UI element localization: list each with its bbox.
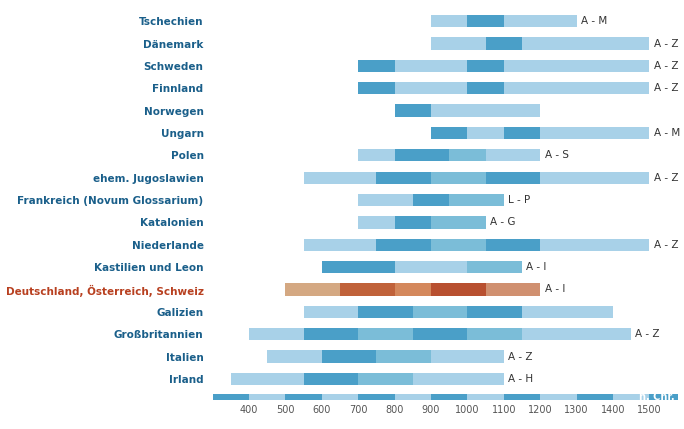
Text: A - Z: A - Z [654,240,679,250]
Text: A - S: A - S [544,150,568,160]
Bar [431,239,486,251]
Bar [358,373,412,385]
Bar [304,172,376,184]
Bar [376,350,431,363]
Bar [431,127,467,139]
Text: A - G: A - G [490,218,516,227]
Bar [486,149,540,161]
Bar [467,328,522,340]
Text: n. Chr.: n. Chr. [639,392,675,402]
Bar [376,239,431,251]
Text: A - Z: A - Z [654,61,679,71]
Bar [358,149,395,161]
Bar [395,60,467,72]
Bar [522,306,613,318]
Bar [304,373,358,385]
Bar [431,283,486,296]
Bar [431,350,503,363]
Bar [522,37,649,50]
Bar [431,394,467,400]
Bar [486,283,540,296]
Bar [431,105,486,117]
Bar [486,172,540,184]
Bar [395,216,431,229]
Bar [285,283,340,296]
Bar [412,194,449,206]
Bar [503,394,540,400]
Bar [304,328,358,340]
Bar [395,394,431,400]
Bar [540,239,649,251]
Bar [431,172,486,184]
Bar [412,306,467,318]
Bar [304,239,376,251]
Bar [321,350,376,363]
Bar [467,82,503,94]
Text: A - Z: A - Z [654,83,679,93]
Bar [431,37,486,50]
Bar [412,373,503,385]
Bar [467,261,522,273]
Text: A - Z: A - Z [654,39,679,48]
Bar [340,283,395,296]
Bar [358,216,395,229]
Bar [503,82,649,94]
Bar [486,239,540,251]
Bar [467,15,503,27]
Bar [467,394,503,400]
Bar [358,60,395,72]
Bar [649,394,679,400]
Bar [358,194,412,206]
Bar [358,82,395,94]
Bar [267,350,321,363]
Text: A - M: A - M [654,128,680,138]
Bar [395,149,449,161]
Bar [503,127,540,139]
Bar [304,306,358,318]
Text: A - Z: A - Z [508,351,533,362]
Bar [613,394,649,400]
Bar [431,15,467,27]
Bar [213,394,249,400]
Bar [449,194,503,206]
Text: A - Z: A - Z [654,173,679,183]
Bar [431,216,486,229]
Bar [321,261,395,273]
Bar [486,105,540,117]
Text: A - H: A - H [508,374,534,384]
Bar [467,60,503,72]
Bar [540,394,577,400]
Bar [285,394,321,400]
Bar [395,261,467,273]
Bar [522,328,631,340]
Bar [540,172,649,184]
Bar [358,306,412,318]
Bar [395,82,467,94]
Bar [503,60,649,72]
Text: A - I: A - I [526,262,547,272]
Bar [412,328,467,340]
Bar [467,306,522,318]
Bar [231,373,304,385]
Bar [358,394,395,400]
Bar [249,328,304,340]
Bar [395,105,431,117]
Bar [395,283,431,296]
Bar [321,394,358,400]
Bar [486,37,522,50]
Bar [577,394,613,400]
Bar [467,127,503,139]
Text: A - M: A - M [581,16,607,26]
Bar [358,328,412,340]
Bar [503,15,577,27]
Bar [449,149,486,161]
Bar [249,394,285,400]
Text: A - I: A - I [544,284,565,294]
Bar [376,172,431,184]
Text: L - P: L - P [508,195,530,205]
Text: A - Z: A - Z [635,329,660,339]
Bar [540,127,649,139]
